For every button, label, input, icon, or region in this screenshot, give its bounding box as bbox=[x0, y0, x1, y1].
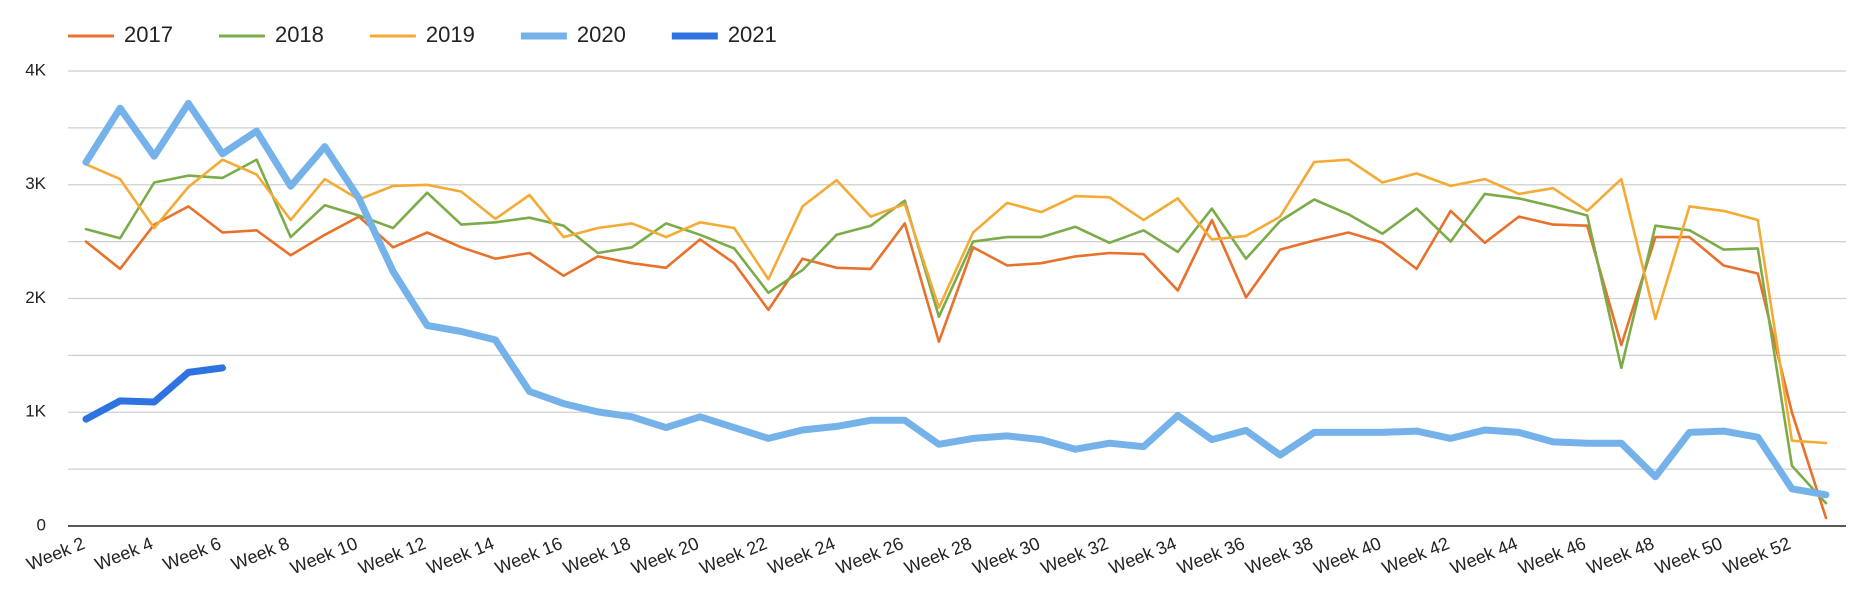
x-tick-label: Week 4 bbox=[92, 533, 156, 574]
x-tick-label: Week 52 bbox=[1720, 533, 1793, 578]
x-tick-label: Week 44 bbox=[1447, 533, 1520, 578]
y-tick-label: 0 bbox=[37, 515, 46, 534]
x-tick-label: Week 6 bbox=[160, 533, 224, 574]
x-tick-label: Week 26 bbox=[833, 533, 906, 578]
legend-label: 2017 bbox=[124, 22, 173, 47]
legend-label: 2021 bbox=[728, 22, 777, 47]
x-tick-label: Week 40 bbox=[1311, 533, 1384, 578]
x-tick-label: Week 50 bbox=[1652, 533, 1725, 578]
x-tick-label: Week 34 bbox=[1106, 533, 1179, 578]
x-tick-label: Week 12 bbox=[356, 533, 429, 578]
legend-label: 2020 bbox=[577, 22, 626, 47]
x-tick-label: Week 22 bbox=[697, 533, 770, 578]
series-line bbox=[84, 158, 1828, 505]
series-line bbox=[82, 364, 226, 423]
x-tick-label: Week 10 bbox=[287, 533, 360, 578]
x-tick-label: Week 42 bbox=[1379, 533, 1452, 578]
x-tick-label: Week 38 bbox=[1243, 533, 1316, 578]
series-line bbox=[84, 158, 1828, 445]
x-tick-label: Week 24 bbox=[765, 533, 838, 578]
series-line bbox=[84, 205, 1828, 520]
legend-label: 2018 bbox=[275, 22, 324, 47]
x-tick-label: Week 8 bbox=[228, 533, 292, 574]
x-tick-label: Week 36 bbox=[1174, 533, 1247, 578]
x-tick-label: Week 30 bbox=[970, 533, 1043, 578]
x-tick-label: Week 48 bbox=[1584, 533, 1657, 578]
x-tick-label: Week 2 bbox=[24, 533, 88, 574]
y-tick-label: 3K bbox=[25, 174, 46, 193]
legend-label: 2019 bbox=[426, 22, 475, 47]
y-tick-label: 2K bbox=[25, 288, 46, 307]
x-tick-label: Week 16 bbox=[492, 533, 565, 578]
x-tick-label: Week 14 bbox=[424, 533, 497, 578]
series-line bbox=[82, 99, 1830, 499]
x-tick-label: Week 18 bbox=[560, 533, 633, 578]
x-tick-label: Week 46 bbox=[1516, 533, 1589, 578]
y-tick-label: 1K bbox=[25, 402, 46, 421]
x-tick-label: Week 28 bbox=[901, 533, 974, 578]
y-tick-label: 4K bbox=[25, 60, 46, 79]
x-tick-label: Week 20 bbox=[629, 533, 702, 578]
x-tick-label: Week 32 bbox=[1038, 533, 1111, 578]
